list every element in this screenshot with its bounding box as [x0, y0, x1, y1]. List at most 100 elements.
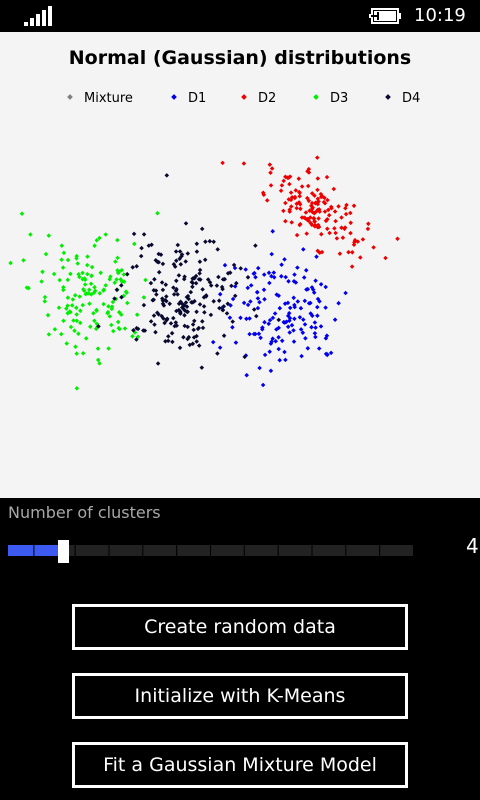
- point-d1: [310, 313, 315, 318]
- point-d4: [151, 313, 157, 318]
- point-d2: [304, 231, 309, 236]
- point-d4: [160, 261, 166, 267]
- point-d3: [56, 305, 62, 310]
- point-d4: [221, 333, 227, 338]
- point-d3: [92, 318, 97, 324]
- point-d3: [85, 271, 90, 277]
- point-d4: [153, 288, 159, 293]
- point-d3: [59, 257, 64, 262]
- point-d1: [217, 291, 223, 297]
- point-d4: [203, 239, 208, 244]
- point-d3: [94, 307, 99, 313]
- point-d4: [184, 304, 190, 309]
- point-d2: [264, 198, 270, 203]
- point-d3: [103, 232, 108, 237]
- point-d1: [248, 283, 254, 288]
- point-d4: [214, 283, 220, 288]
- point-d2: [306, 198, 312, 204]
- point-d2: [333, 218, 338, 224]
- fit-gmm-button[interactable]: Fit a Gaussian Mixture Model: [72, 742, 408, 788]
- point-d3: [45, 312, 51, 318]
- point-d4: [163, 298, 168, 303]
- point-d4: [183, 221, 189, 226]
- point-d3: [28, 232, 33, 237]
- point-d1: [292, 272, 297, 277]
- point-d3: [74, 318, 80, 324]
- point-d3: [93, 326, 99, 332]
- legend-label: Mixture: [84, 91, 133, 106]
- point-d1: [276, 335, 281, 340]
- create-random-data-button[interactable]: Create random data: [72, 604, 408, 650]
- point-d2: [352, 239, 357, 245]
- point-d1: [282, 349, 287, 355]
- point-d1: [302, 298, 308, 304]
- point-d3: [101, 287, 107, 292]
- point-d3: [51, 271, 57, 277]
- point-d3: [94, 238, 100, 243]
- point-d2: [267, 162, 273, 167]
- point-d4: [179, 253, 184, 259]
- point-d1: [222, 262, 228, 268]
- point-d2: [337, 251, 343, 256]
- point-d3: [46, 233, 52, 238]
- point-d3: [61, 318, 66, 324]
- point-d1: [295, 299, 301, 304]
- point-d4: [207, 238, 213, 244]
- point-d1: [309, 285, 315, 290]
- point-d1: [312, 320, 318, 325]
- point-d2: [351, 203, 357, 209]
- chart-legend: Mixture D1 D2 D3 D4: [67, 91, 420, 106]
- point-d2: [336, 204, 341, 209]
- point-d2: [294, 205, 299, 211]
- point-d2: [281, 178, 286, 184]
- point-d1: [277, 357, 282, 363]
- point-d1: [291, 328, 296, 333]
- point-d3: [119, 267, 125, 273]
- point-d1: [257, 299, 262, 305]
- point-d4: [238, 266, 243, 271]
- slider-segment: [177, 545, 210, 556]
- point-d3: [109, 322, 114, 328]
- point-d4: [163, 282, 169, 287]
- point-d4: [114, 287, 120, 293]
- point-d3: [61, 287, 66, 293]
- point-d3: [82, 282, 88, 287]
- point-d2: [383, 255, 388, 261]
- point-d2: [332, 226, 337, 231]
- legend-marker: [171, 94, 177, 100]
- point-d2: [289, 204, 294, 209]
- point-d2: [366, 221, 371, 227]
- point-d2: [348, 210, 353, 216]
- battery-charging-icon: [368, 8, 404, 24]
- point-d1: [313, 334, 318, 340]
- point-d4: [182, 313, 187, 318]
- point-d3: [46, 332, 52, 337]
- point-d1: [318, 324, 324, 329]
- point-d3: [101, 301, 106, 307]
- point-d1: [272, 311, 278, 316]
- point-d4: [134, 264, 139, 269]
- point-d3: [39, 279, 44, 284]
- point-d3: [76, 331, 81, 336]
- point-d4: [159, 280, 165, 285]
- slider-segment: [312, 545, 346, 556]
- slider-thumb[interactable]: [57, 540, 69, 563]
- point-d1: [255, 265, 261, 271]
- point-d4: [216, 298, 222, 303]
- clusters-slider[interactable]: [8, 540, 414, 563]
- point-d1: [281, 319, 286, 325]
- point-d4: [197, 271, 202, 276]
- point-d2: [268, 170, 273, 175]
- point-d2: [365, 226, 371, 232]
- point-d3: [59, 243, 65, 248]
- point-d2: [298, 206, 303, 212]
- point-d2: [346, 249, 351, 255]
- point-d2: [297, 190, 302, 196]
- initialize-kmeans-button[interactable]: Initialize with K-Means: [72, 673, 408, 719]
- slider-fill-divider: [33, 545, 35, 556]
- point-d2: [268, 183, 274, 188]
- point-d3: [130, 334, 135, 339]
- point-d4: [174, 258, 179, 263]
- point-d1: [243, 267, 248, 272]
- point-d3: [73, 344, 78, 349]
